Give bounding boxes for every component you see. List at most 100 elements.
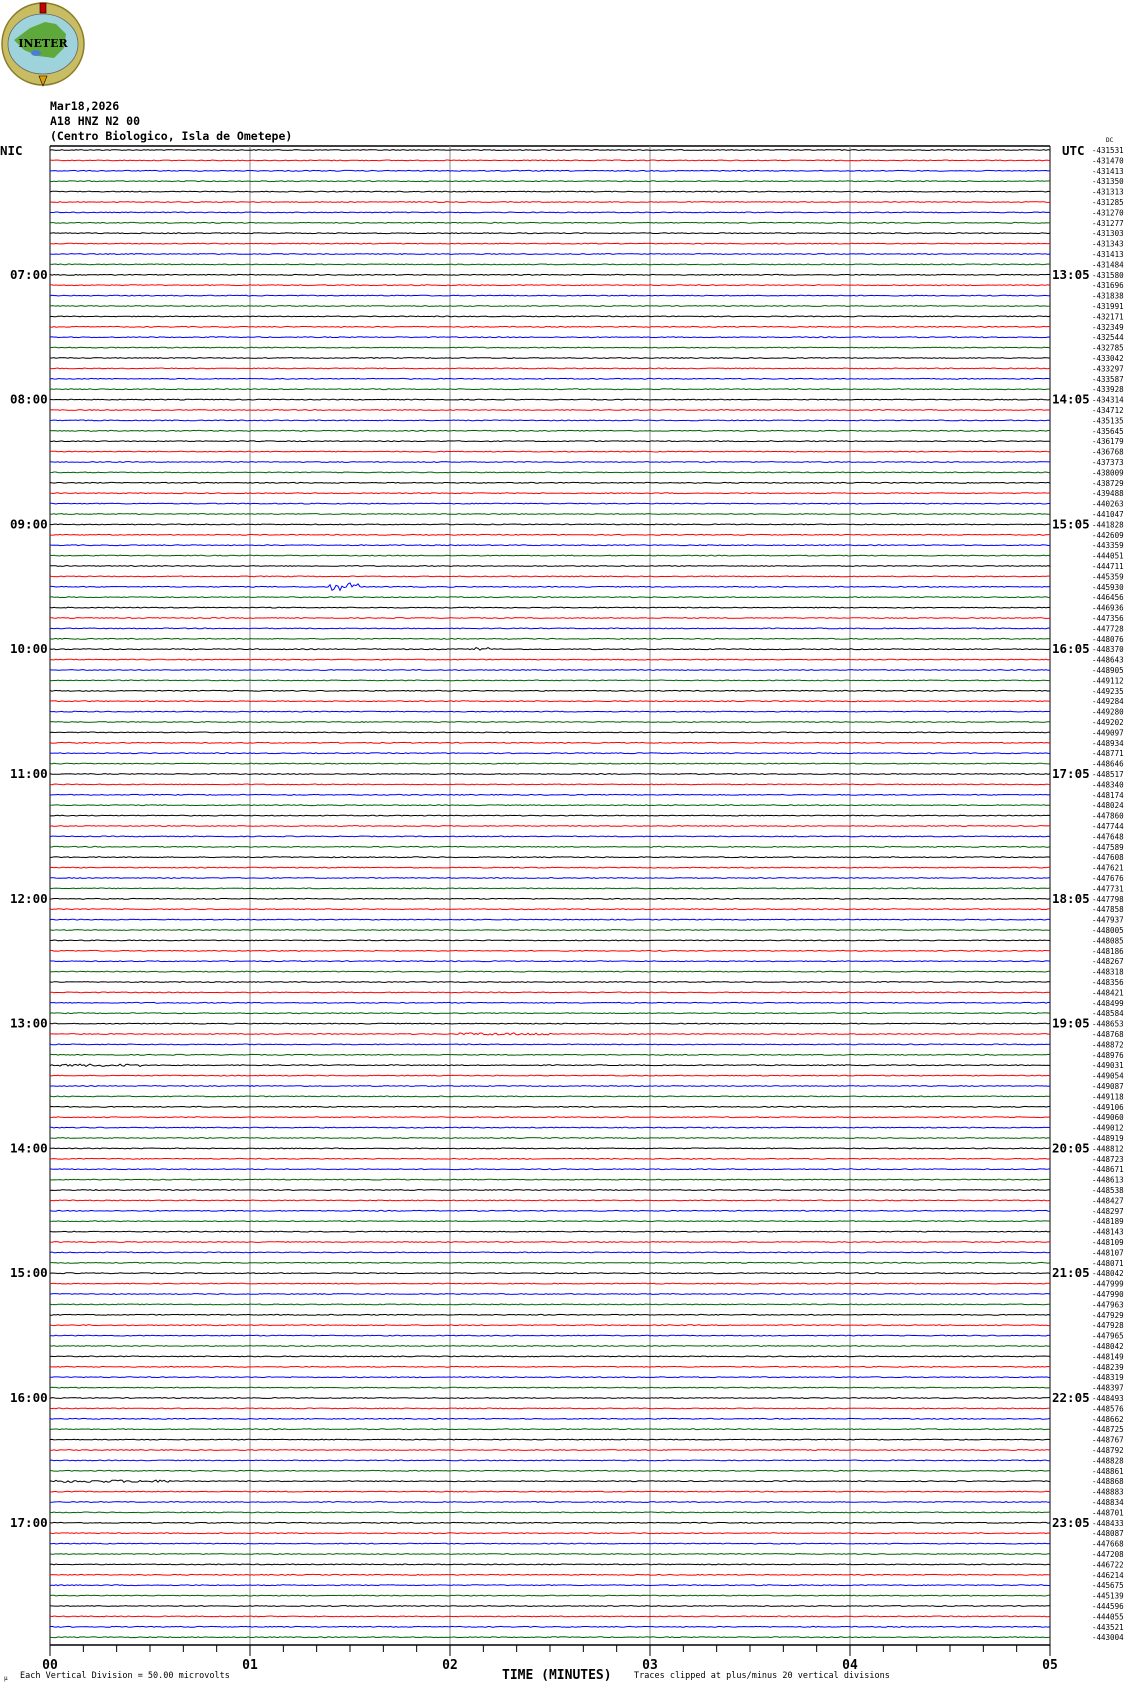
trace-row-57 <box>49 741 1051 744</box>
minute-gridlines <box>49 145 1051 1645</box>
logo-text: INETER <box>18 37 68 50</box>
trace-row-103 <box>49 1220 1051 1223</box>
trace-row-76 <box>49 939 1051 942</box>
trace-row-0 <box>49 149 1051 151</box>
trace-row-50 <box>49 669 1050 671</box>
row-offset-value: -441828 <box>1092 520 1124 529</box>
trace-row-44 <box>49 606 1051 609</box>
trace-row-140 <box>50 1605 1050 1607</box>
trace-row-72 <box>49 897 1051 900</box>
trace-row-5 <box>49 201 1050 203</box>
trace-row-80 <box>49 981 1051 983</box>
trace-row-47 <box>49 637 1050 640</box>
row-offset-value: -448643 <box>1092 656 1124 665</box>
row-offset-value: -435135 <box>1092 416 1124 425</box>
trace-row-118 <box>49 1376 1051 1379</box>
row-offset-value: -431470 <box>1092 156 1124 165</box>
left-hour-label: 12:00 <box>10 891 48 906</box>
trace-row-133 <box>49 1532 1051 1535</box>
row-offset-value: -447744 <box>1092 822 1124 831</box>
x-tick-label: 00 <box>42 1658 58 1673</box>
row-offset-value: -432349 <box>1092 323 1124 332</box>
row-offset-value: -447676 <box>1092 874 1124 883</box>
trace-row-9 <box>49 242 1051 245</box>
row-offset-value: -449097 <box>1092 728 1124 737</box>
trace-row-24 <box>49 398 1051 401</box>
row-offset-value: -448499 <box>1092 999 1124 1008</box>
trace-row-29 <box>49 450 1051 453</box>
row-offset-value: -447798 <box>1092 895 1124 904</box>
row-offset-value: -433928 <box>1092 385 1124 394</box>
channel-label: A18 HNZ N2 00 <box>50 114 140 128</box>
traces <box>49 149 1051 1639</box>
row-offset-value: -444711 <box>1092 562 1124 571</box>
trace-row-99 <box>49 1178 1051 1181</box>
trace-row-85 <box>49 1032 1051 1036</box>
scale-note: Each Vertical Division = 50.00 microvolt… <box>20 1671 230 1681</box>
trace-row-67 <box>49 845 1051 848</box>
trace-row-21 <box>50 367 1051 370</box>
row-offset-value: -448319 <box>1092 1373 1124 1382</box>
trace-row-92 <box>49 1105 1051 1108</box>
row-offset-value: -447860 <box>1092 812 1124 821</box>
row-offset-value: -445139 <box>1092 1592 1124 1601</box>
row-offset-value: -448584 <box>1092 1009 1124 1018</box>
trace-row-111 <box>49 1303 1051 1306</box>
row-offset-value: -449202 <box>1092 718 1124 727</box>
row-offset-value: -445359 <box>1092 572 1124 581</box>
trace-row-14 <box>49 294 1051 297</box>
trace-row-46 <box>49 627 1051 630</box>
row-offset-value: -448107 <box>1092 1248 1124 1257</box>
trace-row-125 <box>50 1449 1051 1451</box>
trace-row-40 <box>49 565 1051 567</box>
row-offset-value: -448433 <box>1092 1519 1124 1528</box>
row-offset-value: -436768 <box>1092 448 1124 457</box>
trace-row-139 <box>49 1594 1051 1597</box>
row-offset-value: -449106 <box>1092 1103 1124 1112</box>
trace-row-18 <box>49 336 1051 339</box>
row-offset-value: -448042 <box>1092 1269 1124 1278</box>
row-offset-value: -449112 <box>1092 676 1124 685</box>
left-hour-label: 13:00 <box>10 1016 48 1031</box>
trace-row-26 <box>49 419 1051 422</box>
row-offset-value: -449031 <box>1092 1061 1124 1070</box>
row-offset-value: -448812 <box>1092 1144 1124 1153</box>
trace-row-129 <box>49 1490 1051 1493</box>
trace-row-37 <box>49 533 1051 536</box>
row-offset-value: -431285 <box>1092 198 1124 207</box>
row-offset-value: -431531 <box>1092 146 1124 155</box>
trace-row-131 <box>49 1511 1051 1514</box>
row-offset-value: -431343 <box>1092 240 1124 249</box>
row-offset-value: -448872 <box>1092 1040 1124 1049</box>
row-offset-value: -448861 <box>1092 1467 1124 1476</box>
row-offset-value: -447999 <box>1092 1280 1124 1289</box>
row-offset-value: -448087 <box>1092 1529 1124 1538</box>
row-offset-value: -448771 <box>1092 749 1124 758</box>
x-axis-title: TIME (MINUTES) <box>502 1668 612 1683</box>
trace-row-73 <box>49 908 1051 911</box>
trace-row-12 <box>49 273 1051 276</box>
row-offset-value: -447858 <box>1092 905 1124 914</box>
trace-row-120 <box>49 1397 1050 1399</box>
row-offset-value: -447589 <box>1092 843 1124 852</box>
trace-row-95 <box>49 1137 1051 1139</box>
right-hour-label: 14:05 <box>1052 392 1090 407</box>
row-offset-value: -434314 <box>1092 396 1124 405</box>
trace-row-132 <box>49 1521 1051 1524</box>
row-offset-value: -448934 <box>1092 739 1124 748</box>
left-hour-label: 15:00 <box>10 1265 48 1280</box>
row-offset-value: -448493 <box>1092 1394 1124 1403</box>
left-timezone-label: NIC <box>0 143 23 158</box>
trace-row-27 <box>49 429 1051 432</box>
trace-row-43 <box>49 596 1051 599</box>
trace-row-77 <box>50 949 1051 952</box>
row-offset-value: -431696 <box>1092 281 1124 290</box>
trace-row-51 <box>49 679 1050 682</box>
row-offset-value: -448883 <box>1092 1488 1124 1497</box>
x-tick-label: 01 <box>242 1658 258 1673</box>
trace-row-108 <box>49 1272 1051 1275</box>
date-label: Mar18,2026 <box>50 99 119 113</box>
row-offset-value: -440263 <box>1092 500 1124 509</box>
row-offset-value: -448318 <box>1092 968 1124 977</box>
row-offset-value: -448421 <box>1092 988 1124 997</box>
